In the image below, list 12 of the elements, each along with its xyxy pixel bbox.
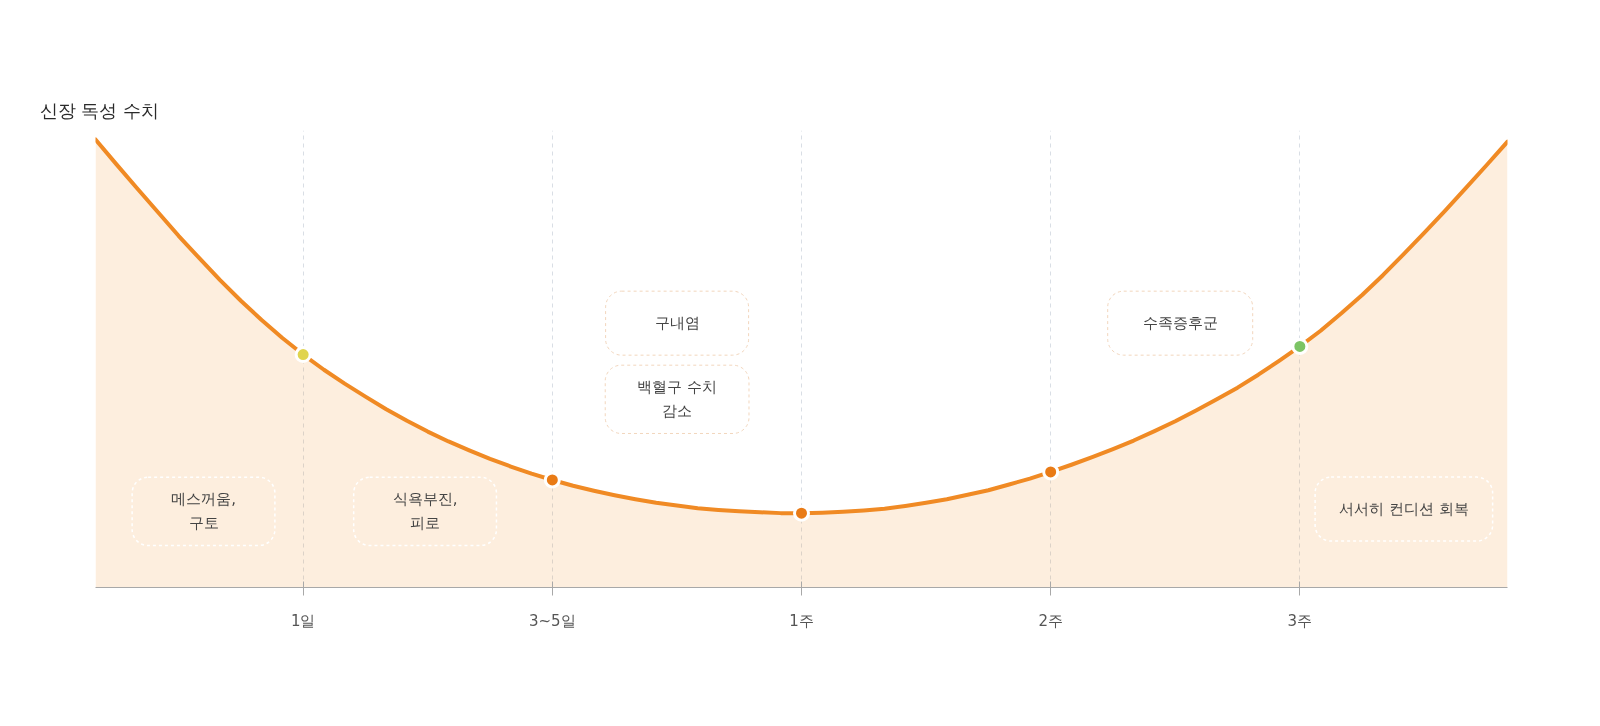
x-tick-label: 1주 — [789, 611, 814, 630]
annotation: 식욕부진, 피로 — [392, 490, 458, 533]
annotation: 백혈구 수치 감소 — [637, 378, 717, 421]
annotation: 메스꺼움, 구토 — [171, 490, 236, 533]
x-tick-label: 3~5일 — [529, 611, 576, 630]
x-tick-label: 1일 — [290, 611, 316, 630]
x-tick-label: 2주 — [1038, 611, 1063, 630]
x-tick-label: 3주 — [1287, 611, 1313, 630]
y-axis-title: 신장 독성 수치 — [39, 99, 159, 121]
annotation: 서서히 컨디션 회복 — [1339, 500, 1469, 519]
annotation: 구내염 — [654, 314, 700, 333]
annotation: 수족증후군 — [1142, 314, 1218, 333]
